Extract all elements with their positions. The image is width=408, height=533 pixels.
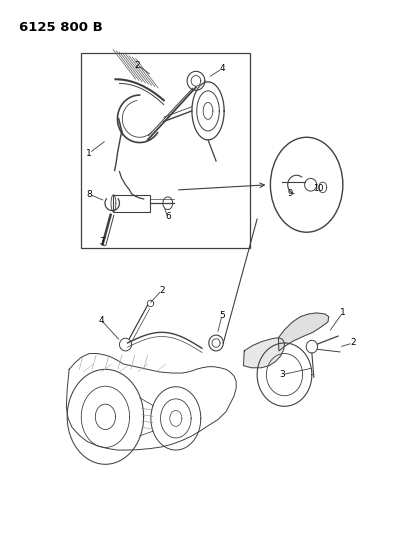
Bar	[113, 195, 150, 212]
Text: 6: 6	[165, 213, 171, 221]
Text: 4: 4	[99, 316, 104, 325]
Text: 3: 3	[279, 370, 285, 379]
Text: 2: 2	[350, 338, 356, 348]
Text: 10: 10	[313, 184, 324, 193]
Bar	[81, 53, 250, 248]
Text: 8: 8	[86, 190, 92, 199]
Text: 2: 2	[159, 286, 164, 295]
Polygon shape	[278, 313, 329, 351]
Text: 7: 7	[100, 237, 105, 246]
Text: 5: 5	[219, 311, 225, 319]
Text: 1: 1	[340, 308, 346, 317]
Text: 4: 4	[219, 64, 225, 73]
Polygon shape	[244, 338, 284, 368]
Text: 1: 1	[86, 149, 92, 158]
Text: 6125 800 B: 6125 800 B	[19, 21, 103, 34]
Text: 2: 2	[135, 61, 140, 69]
Text: 9: 9	[288, 189, 293, 198]
